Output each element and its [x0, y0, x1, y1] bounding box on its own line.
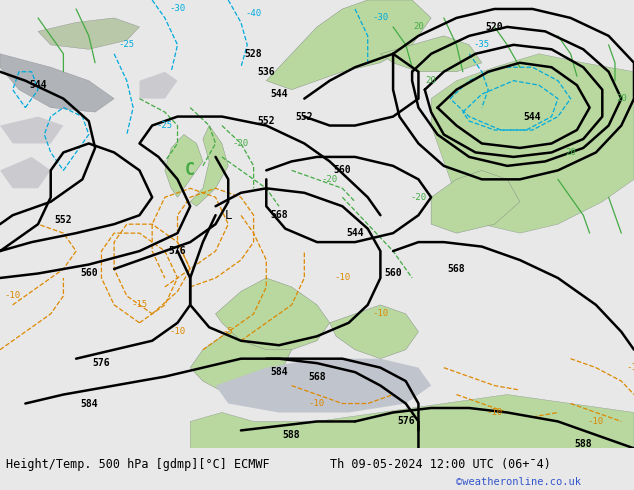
Text: -35: -35: [474, 40, 490, 49]
Polygon shape: [216, 278, 330, 350]
Text: 588: 588: [574, 439, 592, 449]
Text: 576: 576: [93, 358, 110, 368]
Polygon shape: [431, 54, 634, 233]
Text: -25: -25: [119, 40, 135, 49]
Text: -20: -20: [233, 139, 249, 148]
Text: -10: -10: [372, 309, 389, 318]
Polygon shape: [431, 171, 520, 233]
Text: 576: 576: [169, 246, 186, 256]
Text: -30: -30: [169, 4, 186, 13]
Text: -20: -20: [321, 175, 338, 184]
Polygon shape: [380, 36, 482, 72]
Polygon shape: [165, 135, 203, 197]
Text: 584: 584: [270, 367, 288, 377]
Text: ©weatheronline.co.uk: ©weatheronline.co.uk: [456, 477, 581, 487]
Text: -10: -10: [4, 292, 21, 300]
Text: 520: 520: [486, 22, 503, 32]
Polygon shape: [190, 125, 228, 206]
Text: -15: -15: [131, 300, 148, 309]
Text: 544: 544: [270, 89, 288, 99]
Polygon shape: [190, 323, 292, 394]
Text: 560: 560: [80, 269, 98, 278]
Polygon shape: [0, 117, 63, 144]
Text: -20: -20: [410, 193, 427, 202]
Text: 20: 20: [616, 94, 626, 103]
Text: -10: -10: [626, 363, 634, 372]
Text: 576: 576: [397, 416, 415, 426]
Text: 584: 584: [80, 398, 98, 409]
Text: -5: -5: [223, 327, 233, 336]
Polygon shape: [38, 18, 139, 49]
Polygon shape: [0, 54, 114, 112]
Text: -25: -25: [157, 121, 173, 130]
Polygon shape: [216, 359, 431, 413]
Text: -10: -10: [309, 399, 325, 408]
Text: 20: 20: [426, 76, 436, 85]
Text: 544: 544: [29, 80, 47, 90]
Text: -10: -10: [486, 408, 503, 417]
Text: 552: 552: [257, 116, 275, 126]
Text: 544: 544: [346, 228, 364, 238]
Text: 560: 560: [384, 269, 402, 278]
Text: 568: 568: [308, 371, 326, 382]
Text: 560: 560: [333, 165, 351, 175]
Text: 20: 20: [566, 148, 576, 157]
Text: 568: 568: [448, 264, 465, 274]
Text: 552: 552: [55, 215, 72, 225]
Text: Height/Temp. 500 hPa [gdmp][°C] ECMWF: Height/Temp. 500 hPa [gdmp][°C] ECMWF: [6, 458, 270, 471]
Polygon shape: [0, 157, 51, 188]
Text: -30: -30: [372, 13, 389, 23]
Polygon shape: [330, 305, 418, 359]
Text: 544: 544: [524, 112, 541, 122]
Text: C: C: [185, 161, 195, 179]
Text: -10: -10: [334, 273, 351, 282]
Polygon shape: [139, 72, 178, 98]
Text: Th 09-05-2024 12:00 UTC (06+̄4): Th 09-05-2024 12:00 UTC (06+̄4): [330, 458, 550, 471]
Text: 568: 568: [270, 210, 288, 220]
Polygon shape: [266, 0, 431, 90]
Text: 536: 536: [257, 67, 275, 77]
Text: -40: -40: [245, 9, 262, 18]
Text: 552: 552: [295, 112, 313, 122]
Polygon shape: [190, 394, 634, 448]
Text: -10: -10: [588, 417, 604, 426]
Text: -10: -10: [169, 327, 186, 336]
Text: 20: 20: [413, 23, 424, 31]
Text: 588: 588: [283, 430, 301, 440]
Text: L: L: [224, 209, 232, 221]
Text: 528: 528: [245, 49, 262, 59]
